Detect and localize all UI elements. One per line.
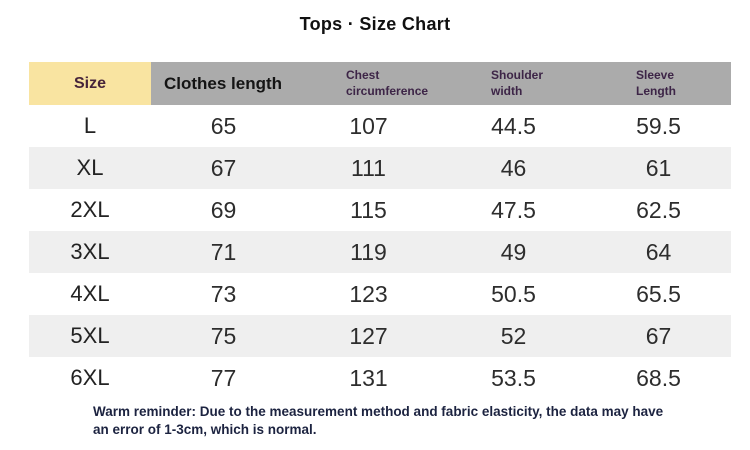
- header-row: Size Clothes length Chest circumference …: [29, 62, 731, 105]
- table-body: L 65 107 44.5 59.5 XL 67 111 46 61 2XL 6…: [29, 105, 731, 399]
- table-row-5xl: 5XL 75 127 52 67: [29, 315, 731, 357]
- cell-clothes-length: 71: [210, 238, 237, 265]
- cell-shoulder-width: 53.5: [491, 364, 536, 391]
- cell-clothes-length: 73: [210, 280, 237, 307]
- cell-sleeve-length: 59.5: [636, 112, 681, 139]
- cell-sleeve-length: 64: [645, 238, 672, 265]
- cell-clothes-length: 67: [210, 154, 237, 181]
- cell-size: L: [83, 113, 97, 138]
- cell-clothes-length: 77: [210, 364, 237, 391]
- col-header-chest-circumference: Chest circumference: [296, 62, 441, 105]
- cell-chest-circumference: 131: [349, 364, 388, 391]
- cell-shoulder-width: 50.5: [491, 280, 536, 307]
- table-row-4xl: 4XL 73 123 50.5 65.5: [29, 273, 731, 315]
- cell-size: 6XL: [70, 365, 110, 390]
- cell-clothes-length: 65: [210, 112, 237, 139]
- cell-chest-circumference: 107: [349, 112, 388, 139]
- cell-sleeve-length: 62.5: [636, 196, 681, 223]
- cell-clothes-length: 69: [210, 196, 237, 223]
- cell-shoulder-width: 44.5: [491, 112, 536, 139]
- col-header-size: Size: [29, 62, 151, 105]
- cell-size: XL: [76, 155, 104, 180]
- table-row-3xl: 3XL 71 119 49 64: [29, 231, 731, 273]
- cell-chest-circumference: 119: [350, 238, 387, 265]
- table-header: Size Clothes length Chest circumference …: [29, 62, 731, 105]
- cell-chest-circumference: 127: [349, 322, 388, 349]
- page-title: Tops · Size Chart: [299, 14, 451, 34]
- cell-clothes-length: 75: [210, 322, 237, 349]
- cell-size: 4XL: [70, 281, 110, 306]
- table-row-xl: XL 67 111 46 61: [29, 147, 731, 189]
- col-header-shoulder-width: Shoulder width: [441, 62, 586, 105]
- cell-sleeve-length: 65.5: [636, 280, 681, 307]
- cell-shoulder-width: 52: [500, 322, 527, 349]
- cell-size: 3XL: [70, 239, 110, 264]
- cell-chest-circumference: 123: [349, 280, 388, 307]
- col-header-clothes-length: Clothes length: [151, 62, 296, 105]
- table-row-6xl: 6XL 77 131 53.5 68.5: [29, 357, 731, 399]
- cell-shoulder-width: 47.5: [491, 196, 536, 223]
- table-row-2xl: 2XL 69 115 47.5 62.5: [29, 189, 731, 231]
- cell-shoulder-width: 49: [500, 238, 527, 265]
- cell-sleeve-length: 68.5: [636, 364, 681, 391]
- cell-sleeve-length: 61: [645, 154, 672, 181]
- cell-size: 5XL: [70, 323, 110, 348]
- table-row-l: L 65 107 44.5 59.5: [29, 105, 731, 147]
- col-header-sleeve-length: Sleeve Length: [586, 62, 731, 105]
- cell-size: 2XL: [70, 197, 110, 222]
- cell-shoulder-width: 46: [500, 154, 527, 181]
- size-chart-table: Size Clothes length Chest circumference …: [29, 62, 731, 399]
- cell-chest-circumference: 111: [351, 154, 386, 181]
- cell-sleeve-length: 67: [645, 322, 672, 349]
- cell-chest-circumference: 115: [350, 196, 387, 223]
- warm-reminder-note: Warm reminder: Due to the measurement me…: [93, 404, 664, 437]
